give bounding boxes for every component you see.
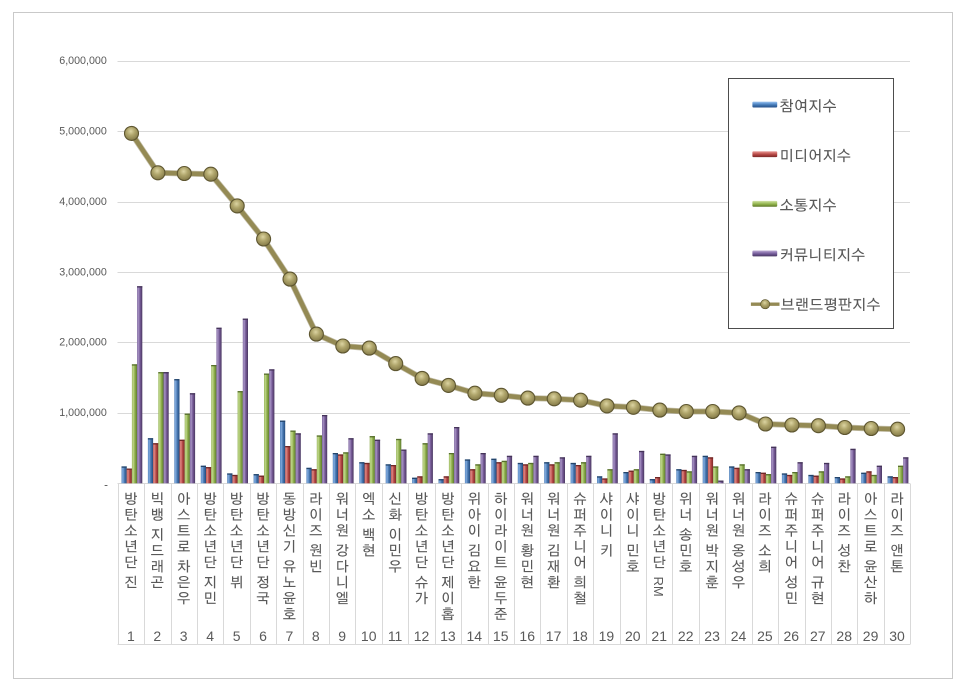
svg-text:3,000,000: 3,000,000 xyxy=(59,266,107,278)
svg-text:RM: RM xyxy=(651,577,666,597)
svg-text:1,000,000: 1,000,000 xyxy=(59,407,107,419)
svg-text:11: 11 xyxy=(388,628,403,644)
svg-text:26: 26 xyxy=(784,628,800,644)
svg-text:16: 16 xyxy=(519,628,535,644)
svg-text:12: 12 xyxy=(414,628,430,644)
svg-text:15: 15 xyxy=(493,628,509,644)
svg-text:24: 24 xyxy=(731,628,747,644)
svg-text:28: 28 xyxy=(836,628,852,644)
svg-text:5: 5 xyxy=(233,628,241,644)
svg-text:23: 23 xyxy=(704,628,720,644)
svg-text:9: 9 xyxy=(338,628,346,644)
svg-text:-: - xyxy=(104,479,108,491)
svg-text:22: 22 xyxy=(678,628,694,644)
svg-text:20: 20 xyxy=(625,628,641,644)
svg-text:5,000,000: 5,000,000 xyxy=(59,126,107,138)
svg-text:18: 18 xyxy=(572,628,588,644)
svg-text:29: 29 xyxy=(863,628,879,644)
svg-text:25: 25 xyxy=(757,628,773,644)
svg-text:10: 10 xyxy=(361,628,377,644)
svg-text:2,000,000: 2,000,000 xyxy=(59,337,107,349)
svg-text:30: 30 xyxy=(889,628,905,644)
svg-text:17: 17 xyxy=(546,628,562,644)
svg-text:4: 4 xyxy=(206,628,214,644)
svg-text:4,000,000: 4,000,000 xyxy=(59,196,107,208)
svg-text:21: 21 xyxy=(651,628,667,644)
svg-text:3: 3 xyxy=(180,628,188,644)
svg-text:14: 14 xyxy=(467,628,483,644)
svg-text:2: 2 xyxy=(153,628,161,644)
svg-text:8: 8 xyxy=(312,628,320,644)
svg-text:6: 6 xyxy=(259,628,267,644)
svg-text:1: 1 xyxy=(127,628,135,644)
svg-text:7: 7 xyxy=(286,628,294,644)
svg-text:6,000,000: 6,000,000 xyxy=(59,55,107,67)
svg-text:19: 19 xyxy=(599,628,615,644)
svg-text:27: 27 xyxy=(810,628,826,644)
svg-text:13: 13 xyxy=(440,628,456,644)
